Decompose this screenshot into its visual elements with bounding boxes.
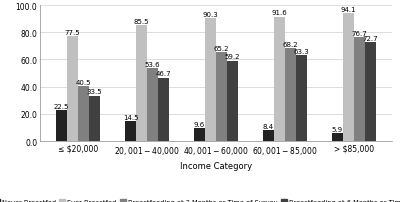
Bar [136,26,147,141]
Bar [67,37,78,141]
Text: 9.6: 9.6 [194,121,205,127]
Bar [274,17,285,141]
Text: 85.5: 85.5 [134,19,149,25]
Text: 46.7: 46.7 [156,71,171,77]
Bar [332,133,343,141]
Bar [296,56,307,141]
Bar [158,78,169,141]
Text: 65.2: 65.2 [214,46,229,52]
Bar [263,130,274,141]
Bar [354,38,365,141]
Text: 33.5: 33.5 [87,89,102,95]
Text: 77.5: 77.5 [65,29,80,35]
Bar [125,122,136,141]
Bar [194,128,205,141]
Bar [78,87,89,141]
Text: 76.7: 76.7 [352,31,367,37]
Text: 22.5: 22.5 [54,104,69,110]
Text: 91.6: 91.6 [272,10,287,16]
Bar [205,19,216,141]
Text: 94.1: 94.1 [341,7,356,13]
Text: 72.7: 72.7 [363,36,378,42]
Text: 63.3: 63.3 [294,49,309,55]
Bar [227,61,238,141]
Text: 8.4: 8.4 [263,123,274,129]
Text: 53.6: 53.6 [145,62,160,68]
Bar [89,96,100,141]
Bar [147,69,158,141]
Bar [285,49,296,141]
Bar [216,53,227,141]
Text: 68.2: 68.2 [283,42,298,48]
Text: 40.5: 40.5 [76,80,91,85]
Bar [343,14,354,141]
X-axis label: Income Category: Income Category [180,162,252,170]
Bar [365,43,376,141]
Text: 5.9: 5.9 [332,126,343,132]
Text: 14.5: 14.5 [123,115,138,121]
Text: 59.2: 59.2 [225,54,240,60]
Text: 90.3: 90.3 [203,12,218,18]
Legend: Never Breastfed, Ever Breastfed, Breastfeeding at 3 Months or Time of Survey, Br: Never Breastfed, Ever Breastfed, Breastf… [0,196,400,202]
Bar [56,111,67,141]
